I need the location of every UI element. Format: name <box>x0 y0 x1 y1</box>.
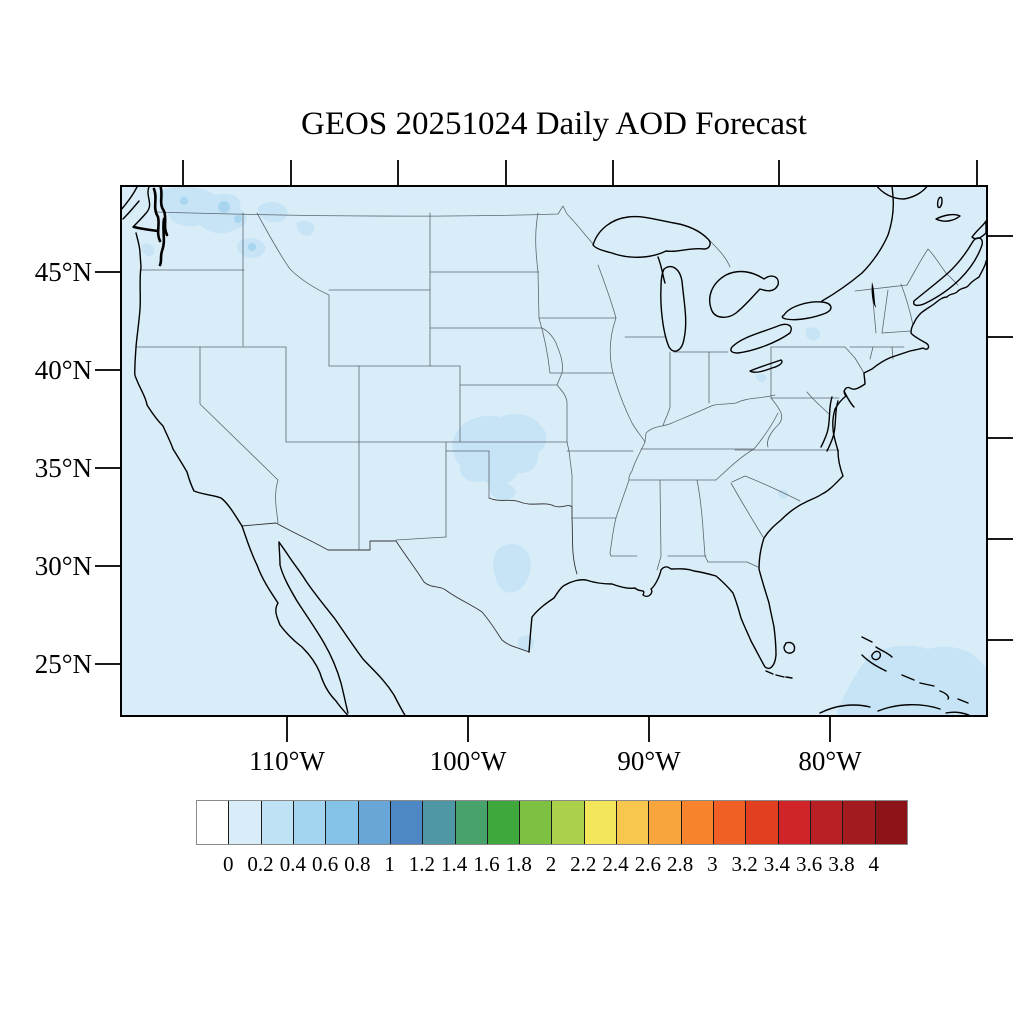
lat-tick-mark <box>95 271 120 273</box>
colorbar-tick-label: 3.8 <box>828 852 855 876</box>
top-tick-mark <box>505 160 507 185</box>
top-tick-mark <box>397 160 399 185</box>
map-border <box>120 185 988 717</box>
top-tick-mark <box>612 160 614 185</box>
colorbar-tick-label: 4 <box>868 852 879 876</box>
lon-tick-mark <box>648 717 650 742</box>
colorbar-tick-label: 3.2 <box>731 852 758 876</box>
colorbar-cell <box>455 801 488 844</box>
colorbar-cell <box>487 801 521 844</box>
map-frame <box>120 185 988 717</box>
right-tick-mark <box>988 639 1013 641</box>
lat-label-35n: 35°N <box>34 453 92 483</box>
lat-tick-mark <box>95 565 120 567</box>
lat-label-40n: 40°N <box>34 355 92 385</box>
top-tick-mark <box>778 160 780 185</box>
colorbar-cell <box>520 801 553 844</box>
map-background <box>120 185 988 717</box>
colorbar-tick-label: 2 <box>545 852 557 876</box>
colorbar-cell <box>714 801 747 844</box>
right-tick-mark <box>988 235 1013 237</box>
colorbar-tick-label: 1.8 <box>505 852 532 876</box>
lon-tick-mark <box>467 717 469 742</box>
lon-label-80w: 80°W <box>798 746 862 776</box>
colorbar-tick-label: 3 <box>707 852 718 876</box>
colorbar-tick-label: 1 <box>384 852 395 876</box>
colorbar-cell <box>423 801 456 844</box>
colorbar-tick-label: 2.2 <box>570 852 597 876</box>
top-tick-mark <box>976 160 978 185</box>
lon-label-110w: 110°W <box>249 746 325 776</box>
colorbar-cell <box>197 801 230 844</box>
top-tick-mark <box>182 160 184 185</box>
colorbar-cell <box>649 801 682 844</box>
colorbar-cell <box>843 801 876 844</box>
colorbar-cell <box>617 801 650 844</box>
colorbar-cell <box>778 801 811 844</box>
colorbar-cell <box>358 801 391 844</box>
colorbar-cell <box>261 801 294 844</box>
coastlines <box>120 185 987 717</box>
lon-label-100w: 100°W <box>429 746 507 776</box>
us-aod-map <box>120 185 988 717</box>
colorbar <box>196 800 908 845</box>
lake-champlain <box>871 282 876 308</box>
colorbar-tick-label: 2.6 <box>634 852 661 876</box>
colorbar-cell <box>229 801 262 844</box>
puget-sound-detail <box>132 185 169 267</box>
lon-tick-mark <box>286 717 288 742</box>
right-tick-mark <box>988 437 1013 439</box>
colorbar-tick-label: 2.4 <box>602 852 629 876</box>
colorbar-tick-label: 1.4 <box>441 852 468 876</box>
colorbar-cell <box>390 801 424 844</box>
national-borders <box>241 497 578 653</box>
lon-label-90w: 90°W <box>617 746 681 776</box>
colorbar-cell <box>326 801 359 844</box>
figure-title: GEOS 20251024 Daily AOD Forecast <box>301 106 807 142</box>
colorbar-tick-label: 1.6 <box>473 852 500 876</box>
lon-tick-mark <box>829 717 831 742</box>
aod-patch-cores <box>180 197 256 251</box>
colorbar-cell <box>746 801 779 844</box>
right-tick-mark <box>988 336 1013 338</box>
lat-label-25n: 25°N <box>34 649 92 679</box>
colorbar-cell <box>584 801 618 844</box>
top-tick-mark <box>290 160 292 185</box>
colorbar-cell <box>810 801 844 844</box>
colorbar-tick-label: 0.2 <box>247 852 274 876</box>
colorbar-tick-label: 0.6 <box>311 852 339 876</box>
colorbar-cell <box>293 801 327 844</box>
colorbar-cell <box>552 801 585 844</box>
lat-tick-mark <box>95 467 120 469</box>
colorbar-tick-label: 0.8 <box>344 852 371 876</box>
colorbar-tick-label: 3.6 <box>796 852 823 876</box>
lat-tick-mark <box>95 369 120 371</box>
colorbar-cell <box>681 801 714 844</box>
colorbar-cell <box>875 801 907 844</box>
colorbar-tick-label: 3.4 <box>763 852 791 876</box>
colorbar-tick-label: 1.2 <box>408 852 436 876</box>
right-tick-mark <box>988 538 1013 540</box>
colorbar-tick-label: 0.4 <box>279 852 306 876</box>
lat-tick-mark <box>95 663 120 665</box>
colorbar-tick-label: 0 <box>223 852 234 876</box>
colorbar-tick-label: 2.8 <box>666 852 694 876</box>
lat-label-45n: 45°N <box>34 257 92 287</box>
colorbar-labels: 0 0.2 0.4 0.6 0.8 1 1.2 1.4 1.6 1.8 2 2.2 2.4 2.6 2.8 3… <box>196 851 906 877</box>
lat-label-30n: 30°N <box>34 551 92 581</box>
